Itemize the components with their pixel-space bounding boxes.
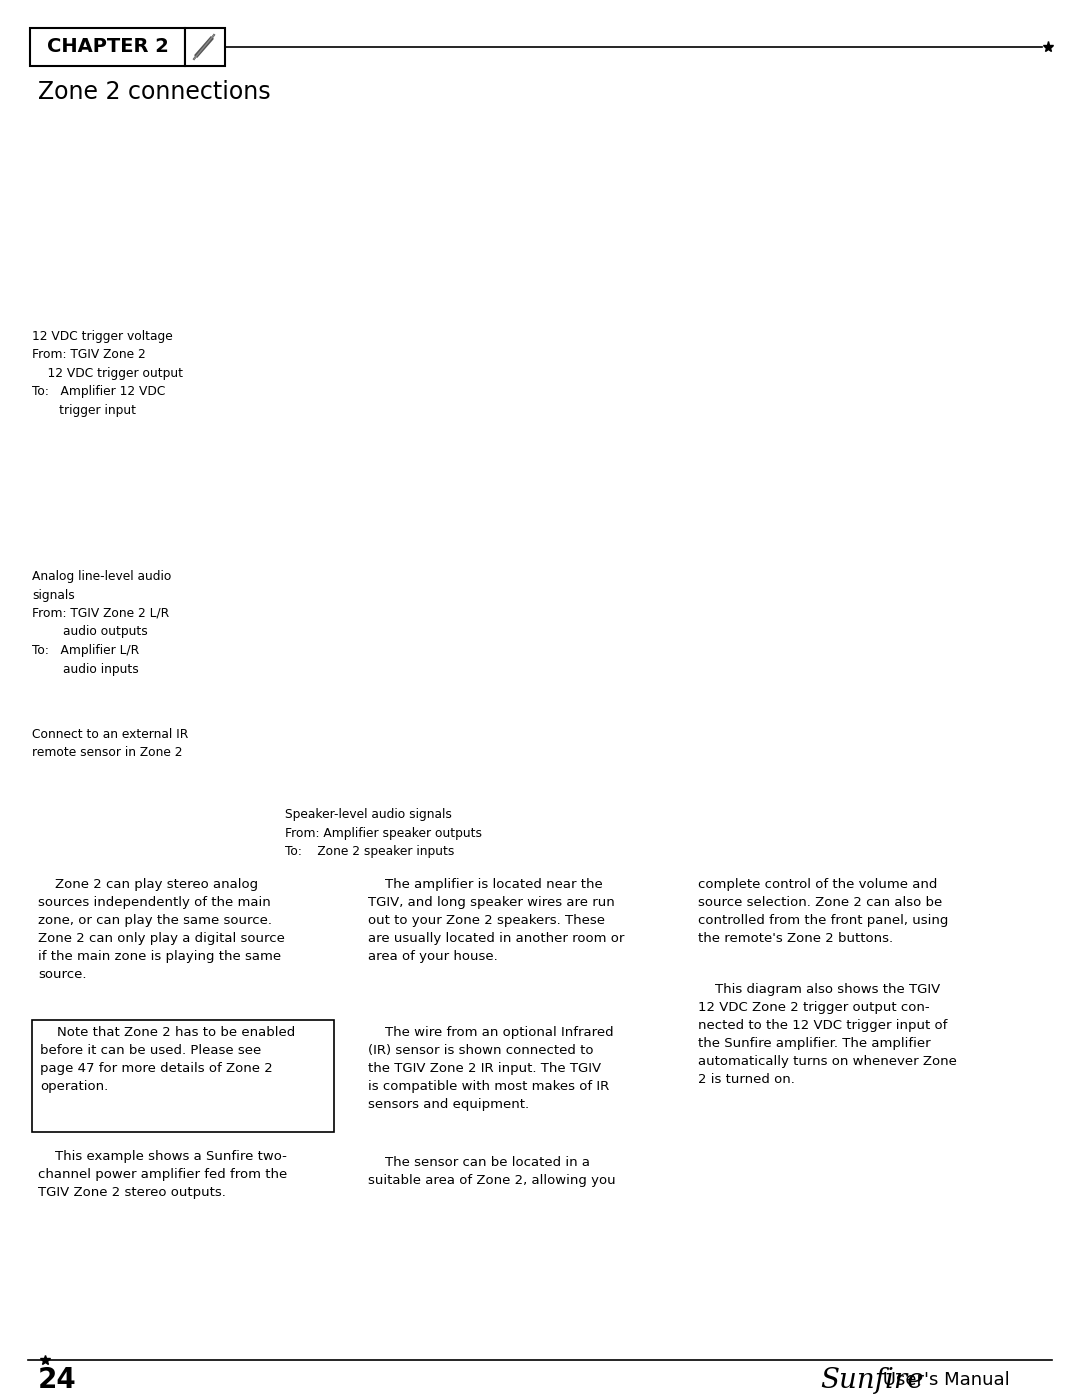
Text: Connect to an external IR
remote sensor in Zone 2: Connect to an external IR remote sensor …: [32, 728, 188, 760]
Bar: [32, 1020, 334, 1132]
Bar: [185, 28, 225, 66]
Text: Zone 2 can play stereo analog
sources independently of the main
zone, or can pla: Zone 2 can play stereo analog sources in…: [38, 877, 285, 981]
Text: Analog line-level audio
signals
From: TGIV Zone 2 L/R
        audio outputs
To: : Analog line-level audio signals From: TG…: [32, 570, 172, 676]
Bar: [0, 868, 1080, 1397]
Text: CHAPTER 2: CHAPTER 2: [46, 38, 168, 56]
Text: Zone 2 connections: Zone 2 connections: [38, 80, 271, 103]
Text: Speaker-level audio signals
From: Amplifier speaker outputs
To:    Zone 2 speake: Speaker-level audio signals From: Amplif…: [285, 807, 482, 858]
Text: 12 VDC trigger voltage
From: TGIV Zone 2
    12 VDC trigger output
To:   Amplifi: 12 VDC trigger voltage From: TGIV Zone 2…: [32, 330, 183, 416]
Text: Note that Zone 2 has to be enabled
before it can be used. Please see
page 47 for: Note that Zone 2 has to be enabled befor…: [40, 1025, 295, 1092]
Text: This diagram also shows the TGIV
12 VDC Zone 2 trigger output con-
nected to the: This diagram also shows the TGIV 12 VDC …: [698, 983, 957, 1085]
Text: This example shows a Sunfire two-
channel power amplifier fed from the
TGIV Zone: This example shows a Sunfire two- channe…: [38, 1150, 287, 1199]
Text: 24: 24: [38, 1366, 77, 1394]
Text: The amplifier is located near the
TGIV, and long speaker wires are run
out to yo: The amplifier is located near the TGIV, …: [368, 877, 624, 963]
Bar: [30, 28, 185, 66]
Text: The wire from an optional Infrared
(IR) sensor is shown connected to
the TGIV Zo: The wire from an optional Infrared (IR) …: [368, 1025, 613, 1111]
Text: Sunfire: Sunfire: [820, 1366, 923, 1393]
Text: User's Manual: User's Manual: [877, 1370, 1010, 1389]
Text: complete control of the volume and
source selection. Zone 2 can also be
controll: complete control of the volume and sourc…: [698, 877, 948, 944]
Text: The sensor can be located in a
suitable area of Zone 2, allowing you: The sensor can be located in a suitable …: [368, 1155, 616, 1187]
